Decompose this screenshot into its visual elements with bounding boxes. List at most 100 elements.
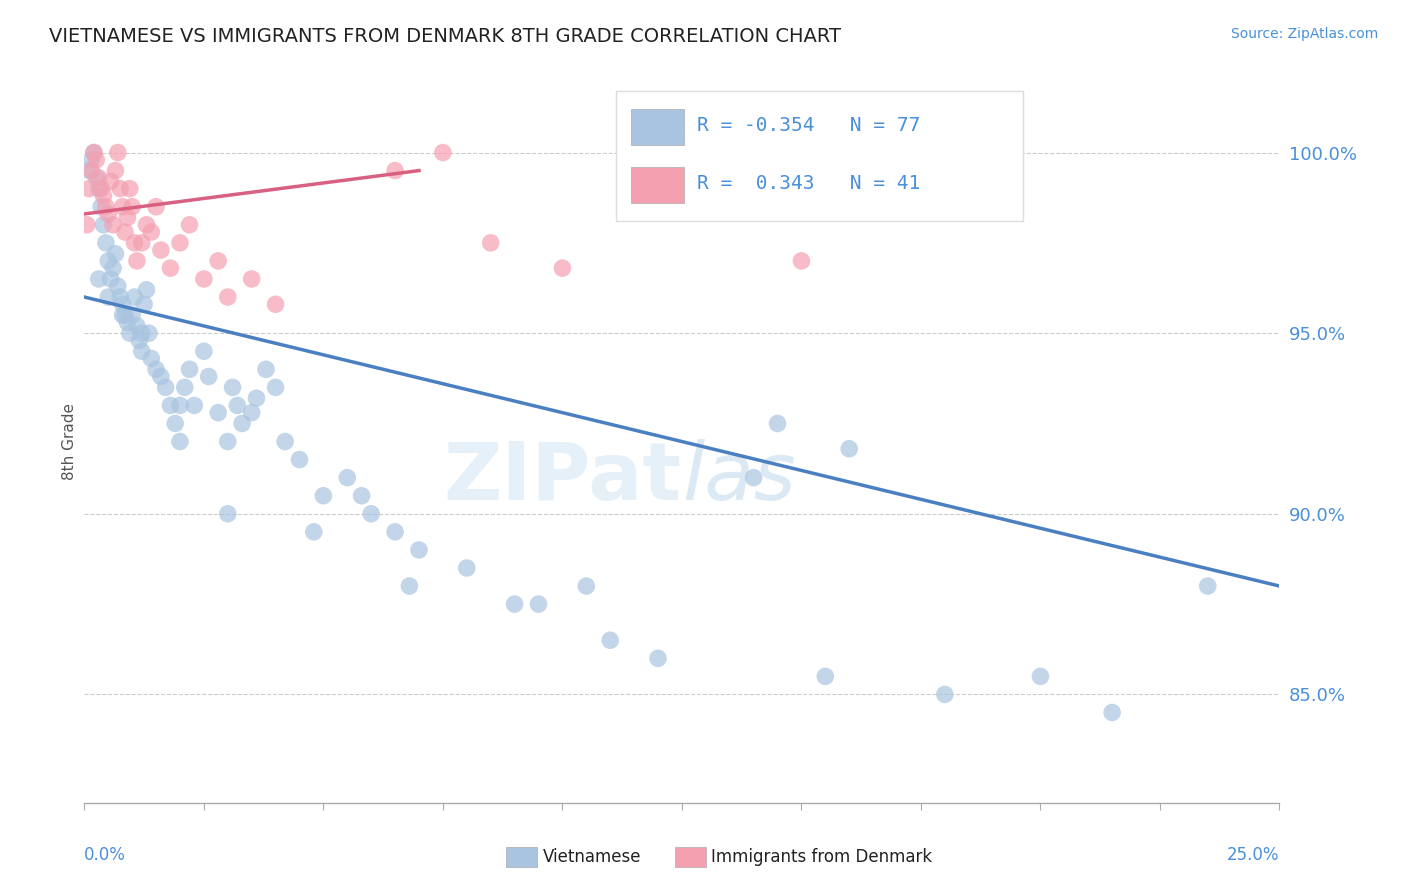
Point: [90, 200, 112, 214]
Point: [128, 334, 150, 348]
Point: [97, 207, 120, 221]
Point: [141, 225, 163, 239]
Point: [742, 471, 765, 485]
Point: [97, 254, 120, 268]
Point: [159, 261, 181, 276]
Point: [231, 417, 253, 431]
Point: [183, 399, 205, 413]
Text: VIETNAMESE VS IMMIGRANTS FROM DENMARK 8TH GRADE CORRELATION CHART: VIETNAMESE VS IMMIGRANTS FROM DENMARK 8T…: [49, 27, 841, 45]
Point: [124, 290, 146, 304]
Point: [104, 246, 127, 260]
Point: [169, 399, 191, 413]
Point: [790, 254, 813, 268]
Point: [111, 200, 134, 214]
Point: [456, 561, 478, 575]
Point: [149, 369, 172, 384]
Point: [350, 489, 373, 503]
Point: [125, 318, 148, 333]
Point: [1101, 706, 1123, 720]
Point: [165, 417, 187, 431]
Point: [80, 163, 103, 178]
Point: [155, 380, 177, 394]
Point: [179, 362, 201, 376]
Text: ZIPat: ZIPat: [444, 439, 682, 516]
Text: R = -0.354   N = 77: R = -0.354 N = 77: [697, 116, 921, 136]
Point: [104, 163, 127, 178]
Point: [100, 174, 122, 188]
Text: 0.0%: 0.0%: [84, 847, 127, 864]
Text: Source: ZipAtlas.com: Source: ZipAtlas.com: [1230, 27, 1378, 41]
Point: [131, 344, 153, 359]
Point: [384, 163, 406, 178]
Point: [118, 182, 141, 196]
Point: [551, 261, 574, 276]
Point: [101, 261, 124, 276]
Point: [207, 254, 229, 268]
Point: [83, 145, 105, 160]
Point: [90, 182, 112, 196]
Point: [221, 380, 243, 394]
Point: [87, 170, 110, 185]
Point: [336, 471, 359, 485]
Text: Immigrants from Denmark: Immigrants from Denmark: [711, 848, 932, 866]
Point: [288, 452, 311, 467]
Point: [135, 283, 157, 297]
Y-axis label: 8th Grade: 8th Grade: [62, 403, 77, 480]
Point: [527, 597, 550, 611]
Point: [107, 145, 129, 160]
Point: [117, 211, 139, 225]
Point: [599, 633, 621, 648]
Point: [647, 651, 669, 665]
Point: [141, 351, 163, 366]
Point: [145, 362, 167, 376]
Text: las: las: [682, 439, 796, 516]
Point: [647, 163, 669, 178]
Point: [503, 597, 526, 611]
Point: [398, 579, 420, 593]
Point: [1029, 669, 1052, 683]
Point: [173, 380, 195, 394]
Point: [149, 243, 172, 257]
Point: [360, 507, 382, 521]
Point: [110, 290, 132, 304]
Point: [240, 272, 263, 286]
Point: [934, 688, 956, 702]
Point: [432, 145, 454, 160]
Point: [125, 254, 148, 268]
Point: [179, 218, 201, 232]
Point: [575, 579, 598, 593]
Point: [111, 297, 134, 311]
Point: [217, 290, 239, 304]
Point: [274, 434, 297, 449]
Point: [101, 218, 124, 232]
Point: [193, 344, 215, 359]
Point: [117, 315, 139, 329]
Point: [132, 297, 156, 311]
Point: [264, 380, 287, 394]
Point: [193, 272, 215, 286]
Point: [100, 272, 122, 286]
Point: [159, 399, 181, 413]
Point: [138, 326, 160, 341]
Point: [145, 200, 167, 214]
Point: [94, 200, 117, 214]
Point: [838, 442, 860, 456]
Point: [217, 507, 239, 521]
Text: R =  0.343   N = 41: R = 0.343 N = 41: [697, 174, 921, 193]
Point: [118, 326, 141, 341]
Point: [245, 391, 267, 405]
Point: [87, 272, 110, 286]
Point: [107, 279, 129, 293]
Point: [766, 417, 789, 431]
Point: [76, 218, 98, 232]
Point: [479, 235, 502, 250]
Point: [169, 434, 191, 449]
Bar: [630, 109, 685, 145]
Point: [135, 218, 157, 232]
Point: [114, 308, 136, 322]
Point: [131, 235, 153, 250]
Point: [94, 235, 117, 250]
Point: [111, 308, 134, 322]
Point: [408, 543, 430, 558]
Point: [226, 399, 249, 413]
